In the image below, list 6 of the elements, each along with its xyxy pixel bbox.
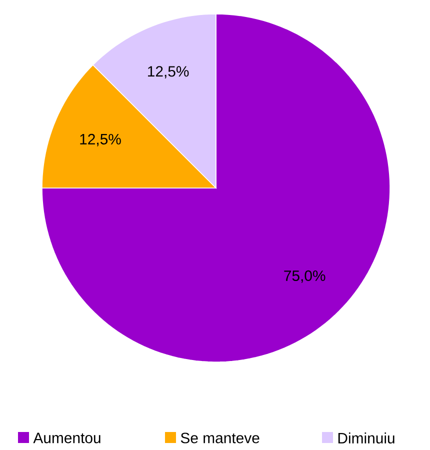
data-label: 12,5% xyxy=(80,134,121,146)
legend-label: Diminuiu xyxy=(338,432,394,444)
data-label: 75,0% xyxy=(284,270,326,283)
legend-label: Se manteve xyxy=(180,432,260,444)
legend-label: Aumentou xyxy=(33,432,100,444)
data-label: 12,5% xyxy=(148,66,189,78)
